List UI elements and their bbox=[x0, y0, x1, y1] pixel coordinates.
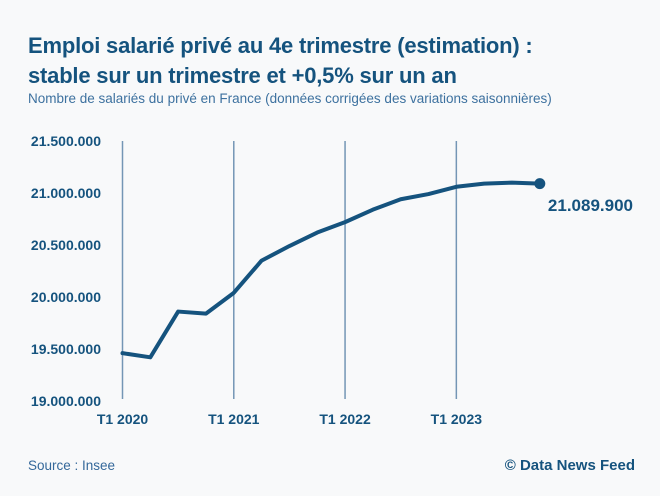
employment-series-line bbox=[120, 180, 542, 360]
title-line-1: Emploi salarié privé au 4e trimestre (es… bbox=[28, 33, 533, 58]
y-tick-label: 20.500.000 bbox=[30, 237, 101, 253]
y-tick-label: 19.500.000 bbox=[30, 341, 101, 357]
credit-label: © Data News Feed bbox=[504, 457, 635, 474]
y-tick-label: 19.000.000 bbox=[30, 393, 101, 409]
page-subtitle: Nombre de salariés du privé en France (d… bbox=[28, 91, 552, 106]
y-tick-label: 21.000.000 bbox=[30, 185, 101, 201]
y-tick-label: 21.500.000 bbox=[30, 133, 101, 149]
x-tick-label: T1 2022 bbox=[319, 411, 371, 427]
title-line-2: stable sur un trimestre et +0,5% sur un … bbox=[28, 63, 457, 88]
last-value-label: 21.089.900 bbox=[547, 196, 633, 215]
y-tick-label: 20.000.000 bbox=[30, 289, 101, 305]
x-tick-label: T1 2020 bbox=[96, 411, 149, 427]
source-label: Source : Insee bbox=[28, 458, 116, 473]
x-tick-label: T1 2023 bbox=[430, 411, 483, 427]
x-tick-label: T1 2021 bbox=[208, 411, 260, 427]
last-point-dot bbox=[534, 178, 546, 190]
page-title: Emploi salarié privé au 4e trimestre (es… bbox=[28, 31, 533, 91]
